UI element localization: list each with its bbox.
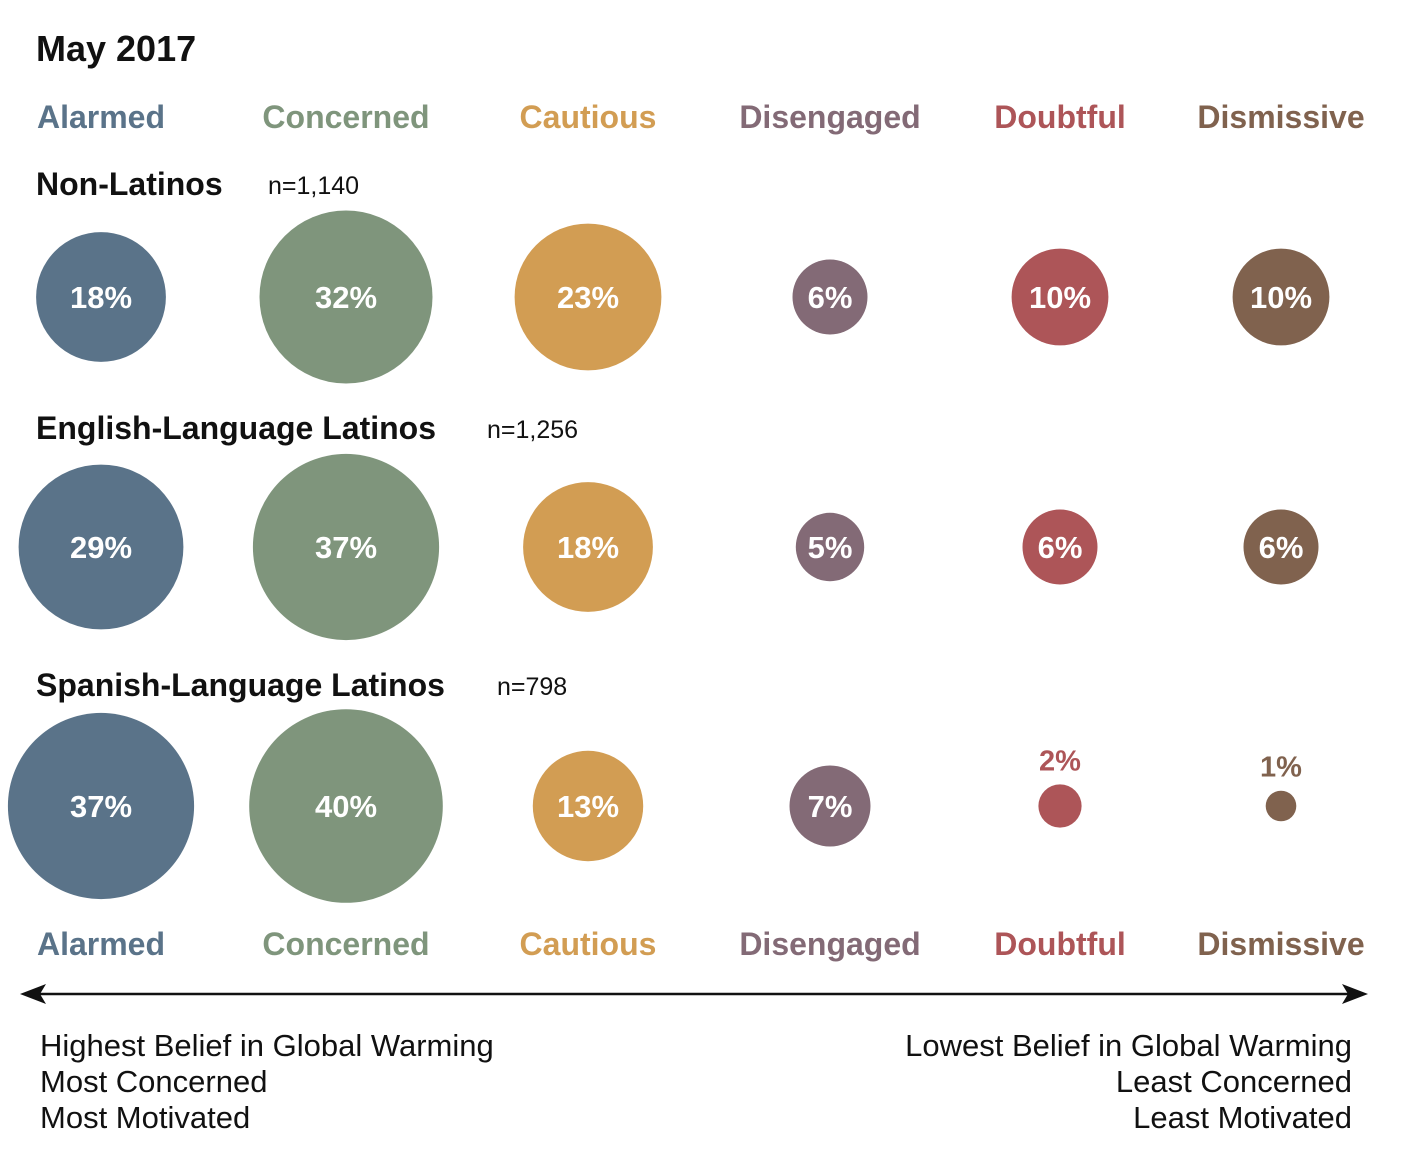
segment-label-bottom-cautious: Cautious [519,926,657,962]
n-label-non-latinos: n=1,140 [268,172,360,200]
bubble-non-latinos-doubtful [1011,248,1109,346]
segment-label-top-dismissive: Dismissive [1197,99,1365,135]
bubble-spanish-language-latinos-alarmed [7,712,195,900]
bubble-label-spanish-language-latinos-disengaged: 7% [808,789,853,824]
bubble-label-spanish-language-latinos-cautious: 13% [557,789,619,824]
bubble-english-language-latinos-disengaged [795,512,865,582]
axis-right-line-3: Least Motivated [1133,1100,1352,1135]
segment-label-top-cautious: Cautious [519,99,657,135]
bubble-english-language-latinos-alarmed [18,464,184,630]
group-label-english-language-latinos: English-Language Latinos [36,410,437,446]
axis-arrowhead-right [1342,984,1368,1004]
axis-arrowhead-left [20,984,46,1004]
bubble-label-english-language-latinos-doubtful: 6% [1038,530,1083,565]
axis-left-labels: Highest Belief in Global Warming Most Co… [40,1028,494,1136]
axis-right-line-1: Lowest Belief in Global Warming [905,1028,1352,1063]
axis-left-line-2: Most Concerned [40,1064,268,1099]
segment-label-top-concerned: Concerned [262,99,430,135]
group-label-spanish-language-latinos: Spanish-Language Latinos [36,667,445,703]
bubble-label-spanish-language-latinos-doubtful: 2% [1039,745,1081,777]
bubble-label-english-language-latinos-dismissive: 6% [1259,530,1304,565]
bubble-label-english-language-latinos-disengaged: 5% [808,530,853,565]
bubble-label-english-language-latinos-concerned: 37% [315,530,377,565]
segment-label-bottom-doubtful: Doubtful [994,926,1126,962]
chart-title: May 2017 [36,28,197,69]
bubble-label-spanish-language-latinos-concerned: 40% [315,789,377,824]
group-label-non-latinos: Non-Latinos [36,166,223,202]
bubble-spanish-language-latinos-dismissive [1265,790,1297,822]
bubble-english-language-latinos-dismissive [1243,509,1319,585]
bubble-english-language-latinos-concerned [252,453,440,641]
bubble-english-language-latinos-cautious [523,482,653,612]
axis-right-labels: Lowest Belief in Global Warming Least Co… [905,1028,1352,1136]
bubble-non-latinos-cautious [514,223,662,371]
bubble-non-latinos-dismissive [1232,248,1330,346]
bubble-label-non-latinos-disengaged: 6% [808,280,853,315]
bubble-spanish-language-latinos-disengaged [789,765,871,847]
bubble-spanish-language-latinos-cautious [532,750,644,862]
n-label-spanish-language-latinos: n=798 [497,673,568,701]
axis-right-line-2: Least Concerned [1115,1064,1352,1099]
bubble-label-non-latinos-alarmed: 18% [70,280,132,315]
segment-label-top-doubtful: Doubtful [994,99,1126,135]
segment-label-top-disengaged: Disengaged [739,99,921,135]
bubble-non-latinos-concerned [259,210,433,384]
segment-label-bottom-dismissive: Dismissive [1197,926,1365,962]
axis-left-line-1: Highest Belief in Global Warming [40,1028,494,1063]
bubble-label-spanish-language-latinos-alarmed: 37% [70,789,132,824]
bubble-english-language-latinos-doubtful [1022,509,1098,585]
bubble-label-non-latinos-concerned: 32% [315,280,377,315]
bubble-label-non-latinos-doubtful: 10% [1029,280,1091,315]
segment-label-bottom-concerned: Concerned [262,926,430,962]
bubble-label-english-language-latinos-cautious: 18% [557,530,619,565]
bubble-label-non-latinos-dismissive: 10% [1250,280,1312,315]
axis-left-line-3: Most Motivated [40,1100,251,1135]
n-label-english-language-latinos: n=1,256 [487,416,579,444]
bubble-label-english-language-latinos-alarmed: 29% [70,530,132,565]
bubble-non-latinos-disengaged [792,259,868,335]
bubble-spanish-language-latinos-concerned [249,709,443,903]
segment-label-bottom-alarmed: Alarmed [36,926,166,962]
bubble-spanish-language-latinos-doubtful [1038,784,1082,828]
bubble-label-spanish-language-latinos-dismissive: 1% [1260,752,1302,784]
bubble-non-latinos-alarmed [36,232,166,362]
segment-label-bottom-disengaged: Disengaged [739,926,921,962]
bubble-label-non-latinos-cautious: 23% [557,280,619,315]
segment-label-top-alarmed: Alarmed [36,99,166,135]
